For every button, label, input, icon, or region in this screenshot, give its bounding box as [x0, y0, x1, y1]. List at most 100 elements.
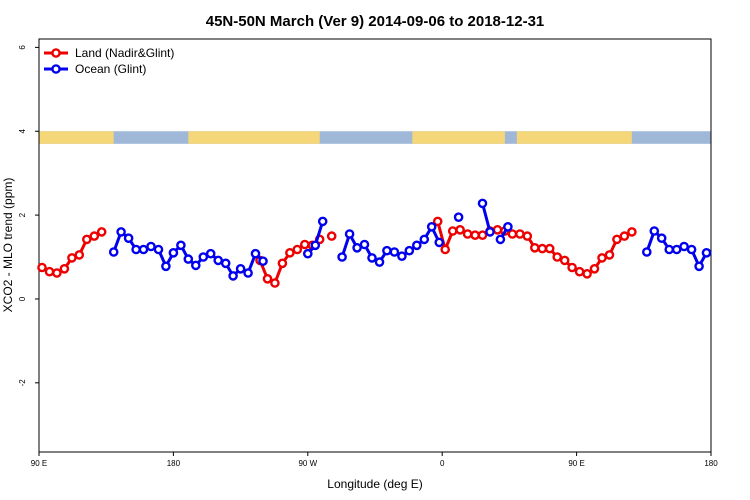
data-point: [205, 248, 216, 259]
series-layer: [37, 198, 712, 288]
data-point: [96, 227, 107, 237]
data-point: [671, 244, 682, 255]
data-point: [89, 231, 100, 241]
data-point: [537, 243, 548, 254]
x-tick-label: 0: [440, 459, 445, 468]
data-point: [74, 250, 85, 260]
legend: Land (Nadir&Glint) Ocean (Glint): [44, 46, 174, 76]
data-point: [447, 226, 458, 236]
data-point: [582, 268, 592, 279]
data-point: [440, 244, 451, 255]
data-point: [470, 230, 480, 240]
data-point: [589, 263, 600, 274]
data-point: [382, 245, 392, 256]
data-point: [183, 254, 194, 264]
data-point: [337, 252, 347, 262]
data-point: [604, 250, 615, 260]
data-point: [462, 229, 473, 239]
x-tick-label: 90 W: [298, 459, 317, 468]
data-point: [37, 262, 47, 273]
data-point: [302, 248, 313, 259]
data-point: [656, 233, 667, 243]
data-point: [619, 231, 630, 241]
x-tick-label: 180: [167, 459, 181, 468]
data-point: [627, 227, 637, 237]
y-tick-label: 0: [18, 296, 27, 301]
legend-label: Land (Nadir&Glint): [75, 46, 174, 60]
series-land: [37, 216, 637, 288]
x-axis-label: Longitude (deg E): [327, 477, 422, 491]
plot-frame: [38, 38, 712, 453]
data-point: [344, 229, 355, 239]
data-point: [503, 221, 513, 232]
data-point: [146, 241, 156, 252]
data-point: [153, 244, 164, 255]
data-point: [258, 256, 268, 267]
y-tick-label: 2: [18, 212, 27, 217]
data-point: [374, 257, 385, 267]
data-point: [220, 258, 231, 269]
data-point: [530, 242, 540, 253]
data-point: [432, 216, 443, 227]
y-tick-label: 6: [18, 45, 27, 50]
data-point: [612, 234, 622, 245]
data-point: [694, 261, 704, 272]
land-band-segment: [188, 131, 320, 144]
legend-label: Ocean (Glint): [75, 62, 146, 76]
data-point: [82, 234, 92, 245]
x-tick-label: 90 E: [31, 459, 47, 468]
data-point: [292, 244, 303, 255]
data-point: [243, 268, 253, 278]
data-point: [574, 266, 585, 277]
data-point: [559, 255, 570, 266]
data-point: [326, 231, 337, 241]
land-band-segment: [39, 131, 114, 144]
legend-marker: [51, 48, 61, 58]
data-point: [138, 244, 149, 255]
data-point: [597, 253, 607, 263]
data-point: [317, 216, 328, 227]
data-point: [44, 266, 55, 277]
data-point: [213, 255, 223, 266]
data-point: [235, 263, 246, 274]
data-point: [419, 234, 430, 245]
data-point: [664, 244, 675, 255]
x-axis: 90 E 180 90 W 0 90 E 180: [31, 452, 718, 468]
legend-marker: [51, 64, 61, 74]
data-point: [404, 245, 415, 256]
series-ocean: [108, 198, 712, 281]
data-point: [485, 227, 495, 237]
x-tick-label: 180: [704, 459, 718, 468]
data-point: [552, 252, 563, 262]
data-point: [131, 244, 141, 255]
data-point: [108, 247, 119, 257]
data-point: [397, 251, 407, 262]
data-point: [359, 239, 370, 250]
data-point: [123, 233, 134, 243]
data-point: [492, 224, 503, 235]
data-point: [168, 247, 179, 258]
data-point: [277, 258, 288, 269]
data-point: [176, 240, 186, 251]
data-point: [411, 240, 422, 251]
data-point: [190, 260, 201, 271]
land-ocean-band: [39, 131, 711, 144]
data-point: [642, 247, 652, 257]
data-point: [161, 261, 171, 272]
data-point: [198, 252, 209, 262]
data-point: [522, 231, 533, 241]
data-point: [116, 227, 126, 237]
y-axis-label: XCO2 - MLO trend (ppm): [1, 178, 15, 313]
data-point: [453, 212, 464, 222]
data-point: [455, 224, 465, 235]
data-point: [679, 241, 689, 252]
data-point: [59, 263, 70, 274]
data-point: [426, 221, 437, 232]
data-point: [299, 239, 310, 250]
series-line: [481, 203, 492, 233]
data-point: [515, 229, 525, 239]
data-point: [544, 243, 555, 254]
data-point: [367, 253, 377, 263]
data-point: [477, 198, 488, 209]
data-point: [477, 230, 488, 240]
